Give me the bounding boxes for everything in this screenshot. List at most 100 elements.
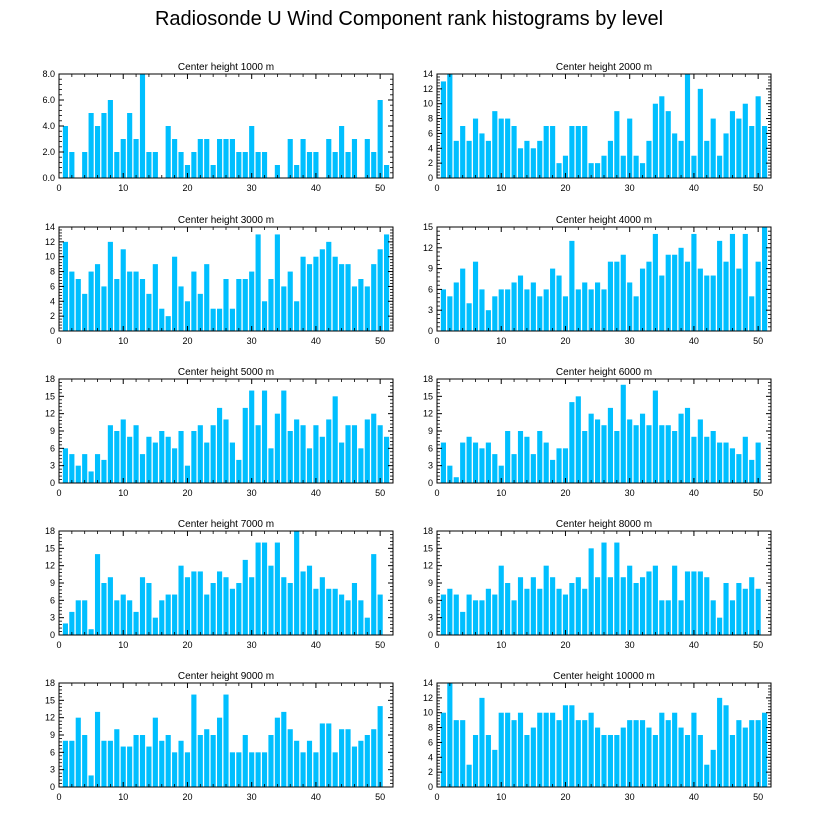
bar: [755, 720, 761, 787]
bar: [550, 577, 556, 635]
bar: [517, 431, 524, 483]
bar: [447, 683, 453, 787]
bar: [172, 752, 178, 787]
bar: [736, 720, 742, 787]
x-tick-label: 40: [689, 488, 699, 498]
bar: [88, 471, 94, 483]
bar: [313, 256, 319, 331]
histogram-panel: Center height 3000 m 0 2 4 6 8 10 12 14 0 10 20 30 40…: [45, 215, 394, 346]
bar: [447, 296, 453, 331]
bar: [556, 448, 562, 483]
bar: [364, 139, 370, 178]
bar: [339, 594, 345, 635]
bar: [300, 425, 306, 483]
bar: [479, 448, 485, 483]
histogram-panel: Center height 10000 m 0 2 4 6 8 10 12 14 0 10 20 30 4…: [423, 671, 772, 802]
bar: [717, 240, 723, 331]
bar: [69, 611, 75, 635]
bar: [723, 705, 729, 787]
bar: [133, 611, 139, 635]
y-tick-label: 0.0: [42, 173, 55, 183]
x-tick-label: 10: [118, 640, 128, 650]
bar: [466, 594, 472, 635]
y-tick-label: 0: [428, 782, 433, 792]
bar: [133, 271, 139, 331]
bar: [659, 600, 665, 635]
x-tick-label: 20: [182, 488, 192, 498]
bar: [672, 565, 678, 635]
bar: [530, 577, 536, 635]
bar: [524, 735, 530, 787]
bar: [217, 139, 223, 178]
bar: [550, 712, 556, 787]
bar: [614, 111, 620, 178]
bar: [517, 148, 524, 178]
y-tick-label: 8: [428, 114, 433, 124]
histogram-panel: Center height 5000 m 0 3 6 9 12 15 18 0 10 20 30 40 5…: [45, 367, 394, 498]
y-tick-label: 9: [428, 264, 433, 274]
bar: [697, 268, 703, 331]
bar: [268, 735, 274, 787]
y-tick-label: 3: [50, 765, 55, 775]
bar: [191, 694, 197, 787]
bar: [114, 729, 120, 787]
bar: [684, 407, 691, 483]
x-tick-label: 0: [56, 792, 61, 802]
x-tick-label: 20: [182, 640, 192, 650]
x-tick-label: 0: [434, 640, 439, 650]
bar: [453, 720, 459, 787]
bar: [562, 594, 569, 635]
bar: [255, 425, 261, 483]
x-tick-label: 50: [375, 336, 385, 346]
bar: [505, 289, 511, 331]
bar: [120, 746, 126, 787]
bar: [447, 588, 453, 635]
bar: [704, 275, 710, 331]
bar: [697, 88, 703, 178]
bar: [620, 727, 626, 787]
bar: [351, 583, 358, 635]
bar: [204, 729, 210, 787]
bar: [453, 140, 459, 178]
bar: [749, 577, 755, 635]
bar: [492, 594, 498, 635]
bar: [313, 152, 319, 178]
bar: [588, 413, 594, 483]
bar: [659, 275, 665, 331]
bar: [69, 152, 75, 178]
bar: [646, 261, 652, 331]
bar: [281, 711, 287, 787]
y-tick-label: 18: [423, 374, 433, 384]
bar: [511, 126, 517, 178]
bar: [306, 740, 313, 787]
bar: [384, 165, 390, 178]
bar: [633, 720, 639, 787]
y-tick-label: 0: [50, 326, 55, 336]
bar: [217, 717, 223, 787]
y-tick-label: 12: [45, 561, 55, 571]
bar: [94, 454, 101, 483]
bar: [371, 729, 377, 787]
bar: [633, 155, 639, 178]
bar: [268, 448, 274, 483]
bar: [172, 448, 178, 483]
bar: [498, 118, 504, 178]
bar: [133, 735, 139, 787]
bar: [242, 279, 248, 331]
bar: [697, 735, 703, 787]
x-tick-label: 30: [247, 792, 257, 802]
bar: [281, 390, 287, 483]
bar: [249, 390, 255, 483]
bar: [94, 554, 101, 635]
bar: [281, 286, 287, 331]
bar: [159, 431, 165, 483]
bar: [614, 735, 620, 787]
bar: [665, 111, 671, 178]
bar: [326, 419, 332, 483]
bar: [107, 100, 113, 178]
bar: [691, 436, 697, 483]
bar: [684, 571, 691, 635]
bar: [319, 436, 325, 483]
bar: [588, 289, 594, 331]
bar: [127, 436, 133, 483]
